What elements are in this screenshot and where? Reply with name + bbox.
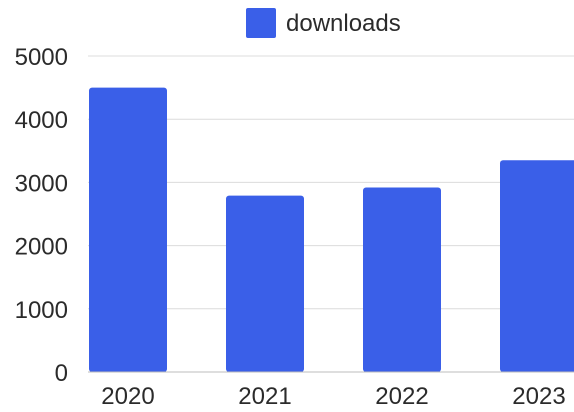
gridlines	[88, 55, 574, 310]
legend-swatch-downloads	[246, 8, 276, 38]
y-tick-label: 3000	[15, 170, 68, 197]
y-axis-tick-labels: 0 1000 2000 3000 4000 5000	[15, 44, 68, 387]
y-tick-label: 4000	[15, 107, 68, 134]
x-tick-label: 2023	[512, 383, 565, 410]
legend: downloads	[246, 8, 401, 38]
y-tick-label: 2000	[15, 234, 68, 261]
x-tick-label: 2020	[101, 383, 154, 410]
x-axis-tick-labels: 2020 2021 2022 2023	[101, 383, 565, 410]
bar-2021	[226, 195, 304, 372]
y-tick-label: 0	[55, 360, 68, 387]
bar-2023	[500, 160, 574, 372]
y-tick-label: 5000	[15, 44, 68, 71]
x-tick-label: 2021	[238, 383, 291, 410]
bar-2020	[89, 87, 167, 372]
bar-2022	[363, 187, 441, 372]
y-tick-label: 1000	[15, 297, 68, 324]
x-tick-label: 2022	[375, 383, 428, 410]
legend-label-downloads: downloads	[286, 10, 401, 37]
bars	[89, 87, 574, 372]
